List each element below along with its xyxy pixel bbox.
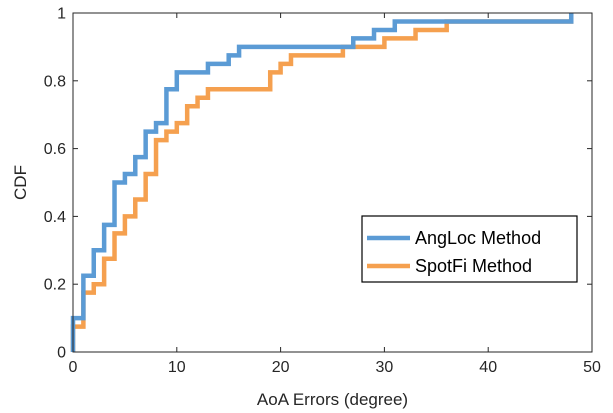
series-line-angloc-method (70, 13, 574, 352)
legend-box (361, 215, 578, 283)
legend: AngLoc Method SpotFi Method (361, 215, 578, 283)
y-tick-label: 0.4 (44, 209, 66, 226)
y-tick-label: 0.8 (44, 73, 66, 90)
y-tick-label: 1 (57, 6, 66, 23)
legend-label-angloc: AngLoc Method (415, 228, 541, 248)
series-layer (70, 13, 574, 352)
y-tick-label: 0 (57, 345, 66, 362)
x-tick-label: 10 (168, 359, 186, 376)
x-axis-title: AoA Errors (degree) (257, 390, 408, 409)
y-tick-label: 0.6 (44, 141, 66, 158)
plot-area (73, 13, 592, 352)
legend-label-spotfi: SpotFi Method (415, 256, 532, 276)
x-tick-label: 0 (69, 359, 78, 376)
tick-layer: 0 10 20 30 40 50 0 0.2 0.4 0.6 0.8 1 (44, 6, 601, 377)
plot-frame (72, 12, 593, 353)
series-line-spotfi-method (70, 13, 574, 352)
y-tick-label: 0.2 (44, 277, 66, 294)
x-tick-label: 20 (272, 359, 290, 376)
y-axis-title: CDF (11, 165, 30, 200)
x-tick-label: 50 (583, 359, 601, 376)
x-tick-label: 40 (479, 359, 497, 376)
x-tick-label: 30 (376, 359, 394, 376)
